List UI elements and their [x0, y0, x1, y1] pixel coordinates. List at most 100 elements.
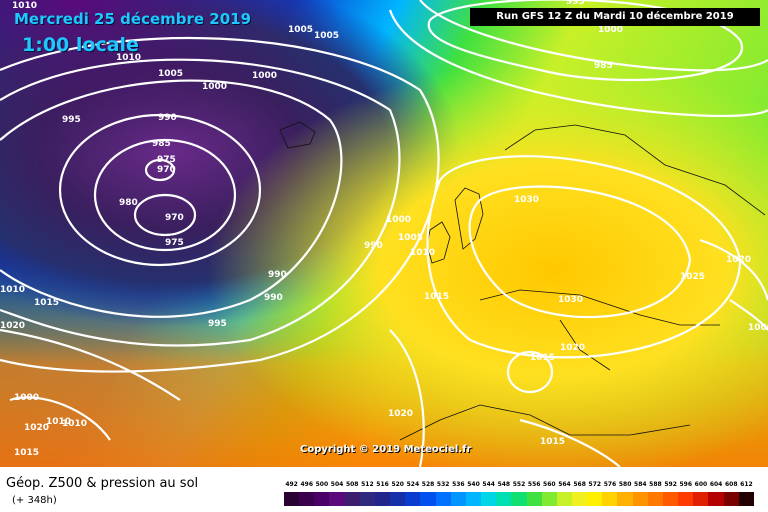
scale-swatch — [299, 492, 315, 506]
scale-label: 500 — [315, 481, 329, 488]
isobar-label: 975 — [165, 238, 184, 248]
scale-label: 584 — [634, 481, 647, 488]
isobar-label: 1030 — [514, 195, 539, 205]
isobars — [0, 0, 768, 467]
isobar-label: 970 — [157, 165, 176, 175]
legend-title: Géop. Z500 & pression au sol — [6, 476, 199, 491]
scale-swatch — [314, 492, 330, 506]
scale-swatch — [390, 492, 406, 506]
forecast-time: 1:00 locale — [22, 34, 139, 56]
isobar-label: 1005 — [288, 25, 313, 35]
isobar-label: 1010 — [62, 419, 87, 429]
isobar-label: 970 — [165, 213, 184, 223]
scale-swatch — [617, 492, 633, 506]
isobar-label: 1020 — [726, 255, 751, 265]
isobar-label: 975 — [157, 155, 176, 165]
model-run-info: Run GFS 12 Z du Mardi 10 décembre 2019 — [470, 8, 760, 26]
scale-label: 568 — [573, 481, 586, 488]
isobar-labels: 1010 1005 1005 1010 1005 1000 1000 995 9… — [0, 0, 768, 458]
scale-swatch — [693, 492, 709, 506]
scale-label: 552 — [512, 481, 526, 488]
scale-swatch — [435, 492, 451, 506]
color-scale-labels: 492 496 500 504 508 512 516 520 524 528 532 536 540 5… — [284, 481, 754, 491]
scale-label: 596 — [679, 481, 693, 488]
scale-label: 576 — [603, 481, 617, 488]
scale-label: 496 — [300, 481, 313, 488]
isobar-label: 1015 — [34, 298, 59, 308]
scale-swatch — [526, 492, 542, 506]
isobar-label: 1025 — [680, 272, 705, 282]
scale-label: 564 — [558, 481, 571, 488]
forecast-date: Mercredi 25 décembre 2019 — [14, 10, 252, 28]
isobar-label: 1015 — [14, 448, 39, 458]
scale-swatch — [602, 492, 618, 506]
scale-swatch — [541, 492, 557, 506]
isobar-label: 995 — [62, 115, 81, 125]
scale-swatch — [587, 492, 603, 506]
scale-label: 504 — [330, 481, 344, 488]
isobar-label: 1020 — [388, 409, 413, 419]
scale-label: 588 — [649, 481, 662, 488]
isobar-label: 995 — [208, 319, 227, 329]
scale-swatch — [723, 492, 739, 506]
isobar-label: 1010 — [410, 248, 435, 258]
scale-swatch — [708, 492, 724, 506]
scale-label: 592 — [664, 481, 677, 488]
scale-swatch — [662, 492, 679, 506]
scale-swatch — [359, 492, 375, 506]
isobar-label: 1030 — [558, 295, 583, 305]
scale-swatch — [374, 492, 391, 506]
scale-label: 540 — [467, 481, 480, 488]
isobar-label: 1005 — [398, 233, 423, 243]
scale-swatch — [481, 492, 497, 506]
legend-subtitle: (+ 348h) — [12, 495, 57, 506]
scale-label: 520 — [391, 481, 404, 488]
isobar-label: 990 — [268, 270, 287, 280]
scale-swatch — [632, 492, 648, 506]
scale-swatch — [678, 492, 694, 506]
scale-swatch — [420, 492, 436, 506]
isobar-label: 1000 — [748, 323, 768, 333]
isobar-label: 985 — [152, 139, 171, 149]
color-scale — [284, 492, 754, 506]
scale-label: 516 — [376, 481, 389, 488]
scale-label: 604 — [709, 481, 723, 488]
scale-label: 532 — [436, 481, 450, 488]
scale-swatch — [738, 492, 754, 506]
isobar-label: 1010 — [116, 53, 141, 63]
copyright-notice: Copyright © 2019 Meteociel.fr — [300, 444, 472, 455]
scale-label: 612 — [740, 481, 753, 488]
isobar-label: 990 — [264, 293, 283, 303]
forecast-map: 1010 1005 1005 1010 1005 1000 1000 995 9… — [0, 0, 768, 467]
isobar-label: 1020 — [24, 423, 49, 433]
isobar-label: 1000 — [252, 71, 277, 81]
isobar-label: 985 — [594, 61, 613, 71]
scale-swatch — [647, 492, 663, 506]
isobar-label: 1000 — [386, 215, 411, 225]
scale-label: 556 — [527, 481, 541, 488]
scale-label: 560 — [543, 481, 556, 488]
scale-label: 528 — [421, 481, 435, 488]
scale-label: 544 — [482, 481, 495, 488]
scale-label: 536 — [452, 481, 465, 488]
scale-swatch — [284, 492, 300, 506]
scale-label: 572 — [588, 481, 602, 488]
scale-label: 492 — [285, 481, 298, 488]
isobar-label: 1020 — [0, 321, 25, 331]
isobar-label: 1010 — [12, 1, 37, 11]
scale-swatch — [344, 492, 360, 506]
scale-label: 524 — [406, 481, 420, 488]
isobar-label: 1000 — [202, 82, 227, 92]
isobar-label: 1010 — [46, 417, 71, 427]
isobar-label: 1000 — [598, 25, 623, 35]
scale-swatch — [450, 492, 466, 506]
scale-swatch — [496, 492, 512, 506]
isobar-label: 1015 — [424, 292, 449, 302]
scale-label: 508 — [345, 481, 359, 488]
isobar-label: 980 — [119, 198, 138, 208]
isobar-label: 1005 — [158, 69, 183, 79]
isobar-label: 1020 — [560, 343, 585, 353]
scale-label: 512 — [361, 481, 374, 488]
scale-swatch — [511, 492, 527, 506]
